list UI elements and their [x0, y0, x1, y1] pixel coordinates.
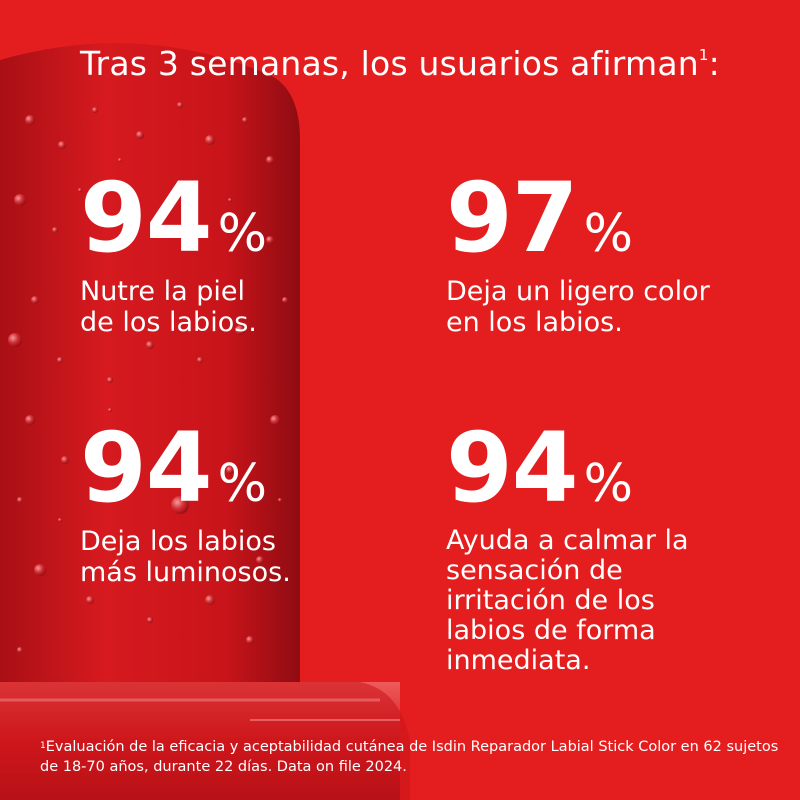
footnote-marker: 1: [40, 741, 46, 751]
footnote: 1Evaluación de la eficacia y aceptabilid…: [40, 737, 780, 777]
headline: Tras 3 semanas, los usuarios afirman1:: [0, 44, 800, 83]
stat-number: 94: [80, 412, 213, 524]
stat-number: 94: [80, 162, 213, 274]
headline-text: Tras 3 semanas, los usuarios afirman: [80, 44, 699, 83]
stat-description: Ayuda a calmar la sensación de irritació…: [446, 525, 689, 676]
stat-description: Deja los labios más luminosos.: [80, 526, 291, 588]
headline-suffix: :: [708, 44, 720, 83]
stat-number: 97: [446, 162, 579, 274]
lipstick-bullet: [0, 43, 300, 690]
stat-percent-sign: %: [217, 454, 268, 514]
headline-footnote-marker: 1: [698, 46, 709, 64]
stat-value: 94%: [80, 170, 267, 266]
stat-block: 94% Ayuda a calmar la sensación de irrit…: [446, 420, 689, 676]
stat-value: 94%: [446, 420, 689, 516]
stat-block: 94% Deja los labios más luminosos.: [80, 420, 291, 588]
stat-value: 97%: [446, 170, 710, 266]
water-droplets: [8, 102, 288, 653]
stat-description: Deja un ligero color en los labios.: [446, 276, 710, 338]
stat-number: 94: [446, 412, 579, 524]
stat-value: 94%: [80, 420, 291, 516]
stat-percent-sign: %: [583, 204, 634, 264]
stat-block: 97% Deja un ligero color en los labios.: [446, 170, 710, 338]
footnote-text: Evaluación de la eficacia y aceptabilida…: [40, 739, 779, 775]
stat-description: Nutre la piel de los labios.: [80, 276, 257, 338]
stat-block: 94% Nutre la piel de los labios.: [80, 170, 267, 338]
stat-percent-sign: %: [217, 204, 268, 264]
stat-percent-sign: %: [583, 454, 634, 514]
